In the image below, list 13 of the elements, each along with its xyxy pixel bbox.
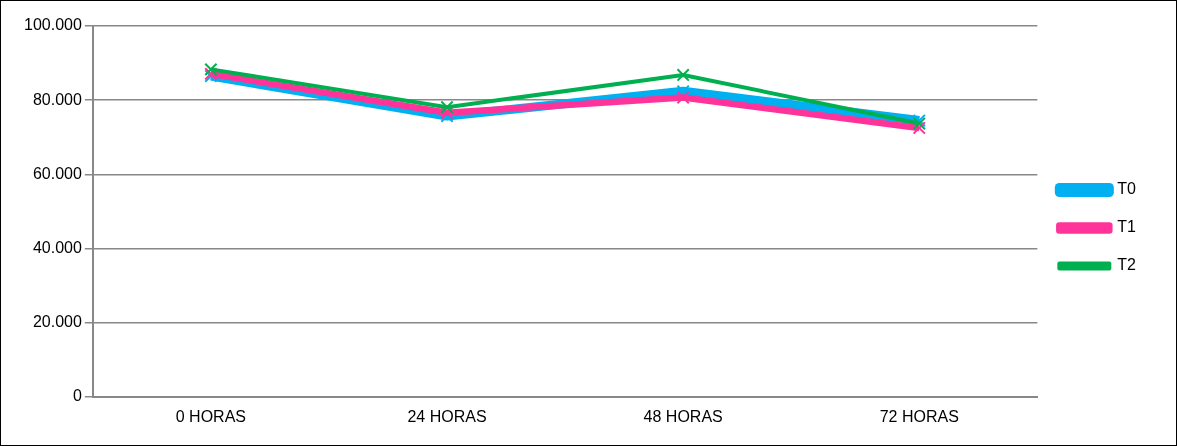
y-tick-label: 0	[72, 387, 82, 405]
y-tick-label: 80.000	[32, 90, 82, 108]
y-tick-label: 40.000	[32, 238, 82, 256]
x-tick-label: 72 HORAS	[879, 407, 959, 425]
y-tick-label: 60.000	[32, 164, 82, 182]
legend-label: T1	[1117, 218, 1137, 236]
y-tick-label: 20.000	[32, 313, 82, 331]
x-tick-label: 0 HORAS	[175, 407, 247, 425]
x-tick-label: 24 HORAS	[407, 407, 487, 425]
legend-label: T2	[1117, 256, 1137, 274]
x-tick-label: 48 HORAS	[643, 407, 723, 425]
legend-label: T0	[1117, 180, 1137, 198]
y-tick-label: 100.000	[23, 16, 82, 34]
